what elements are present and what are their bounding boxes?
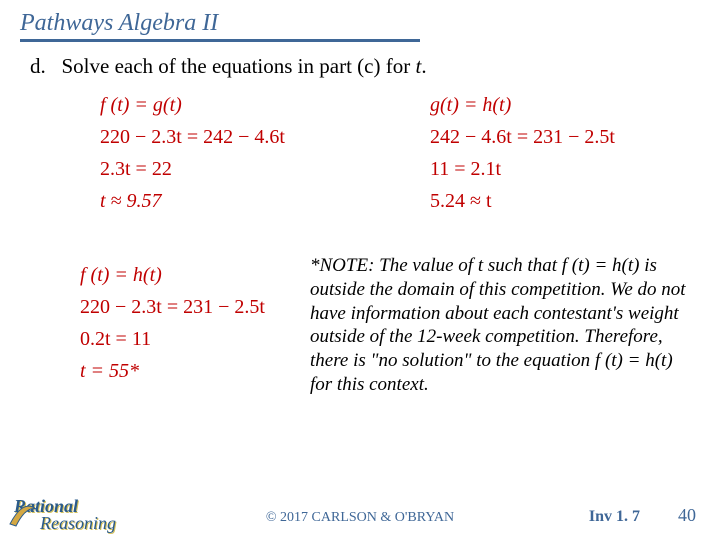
eq3-l1: f (t) = h(t) [80,264,162,286]
equation-block-1: f (t) = g(t) 220 − 2.3t = 242 − 4.6t 2.3… [100,89,285,217]
eq1-l3: 2.3t = 22 [100,153,285,185]
question-text: d. Solve each of the equations in part (… [0,46,720,79]
equation-block-3: f (t) = h(t) 220 − 2.3t = 231 − 2.5t 0.2… [80,259,265,387]
page-number: 40 [678,505,696,526]
eq3-l2: 220 − 2.3t = 231 − 2.5t [80,291,265,323]
eq1-l2: 220 − 2.3t = 242 − 4.6t [100,121,285,153]
eq2-l4: 5.24 ≈ t [430,185,615,217]
question-letter: d. [30,54,46,78]
header: Pathways Algebra II [0,0,720,46]
inv-label: Inv 1. 7 [589,508,640,526]
eq1-l4: t ≈ 9.57 [100,190,162,212]
note-text: *NOTE: The value of t such that f (t) = … [310,254,690,397]
footer: Rational Reasoning © 2017 CARLSON & O'BR… [0,486,720,534]
eq2-l1: g(t) = h(t) [430,94,511,116]
eq2-l3: 11 = 2.1t [430,153,615,185]
header-divider [20,39,420,42]
question-after: . [421,54,426,78]
eq1-l1: f (t) = g(t) [100,94,182,116]
equation-block-2: g(t) = h(t) 242 − 4.6t = 231 − 2.5t 11 =… [430,89,615,217]
eq3-l3: 0.2t = 11 [80,323,265,355]
math-area: f (t) = g(t) 220 − 2.3t = 242 − 4.6t 2.3… [0,79,720,419]
eq3-l4: t = 55* [80,360,139,382]
page-title: Pathways Algebra II [20,10,700,37]
eq2-l2: 242 − 4.6t = 231 − 2.5t [430,121,615,153]
question-before: Solve each of the equations in part (c) … [62,54,416,78]
